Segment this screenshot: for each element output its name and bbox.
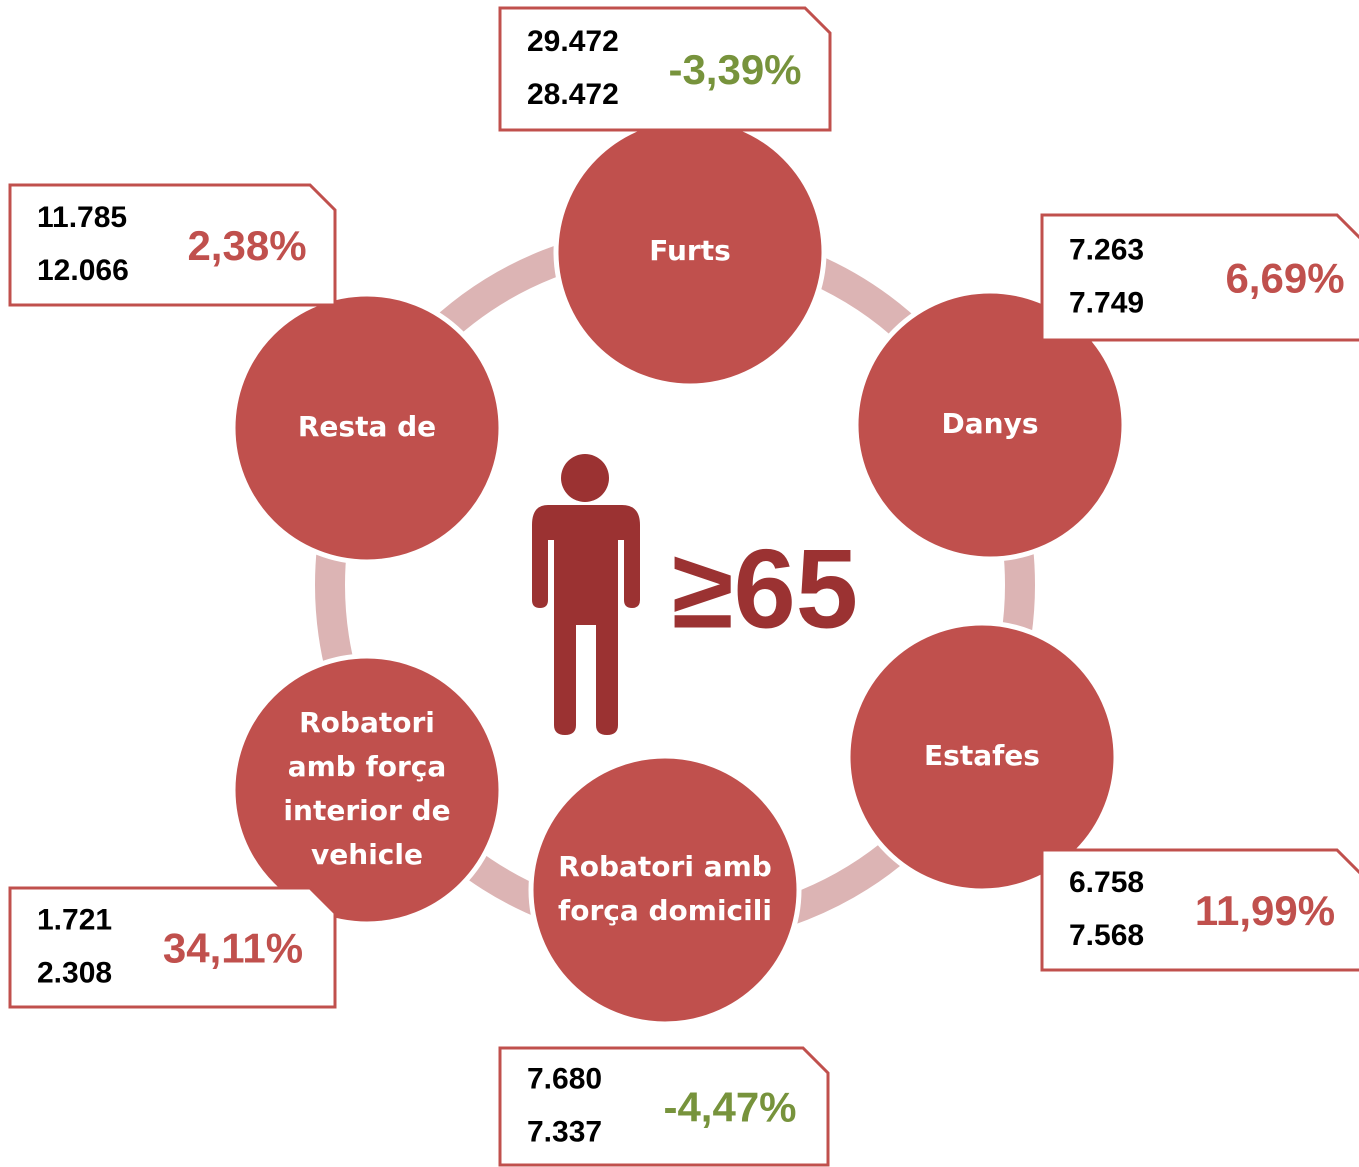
node-label: Estafes bbox=[924, 739, 1040, 772]
value: 7.337 bbox=[527, 1115, 602, 1148]
node-circle bbox=[853, 288, 1127, 562]
change: -4,47% bbox=[663, 1084, 796, 1131]
change: 2,38% bbox=[187, 222, 306, 269]
node-circle bbox=[528, 753, 802, 1027]
value: 7.749 bbox=[1069, 286, 1144, 319]
value-box bbox=[1040, 848, 1359, 972]
node-circle bbox=[845, 620, 1119, 894]
change: -3,39% bbox=[668, 46, 801, 93]
node-circle bbox=[230, 653, 504, 927]
value-box bbox=[1040, 213, 1359, 342]
value: 11.785 bbox=[37, 201, 127, 234]
node-label: amb força bbox=[288, 750, 447, 783]
value: 29.472 bbox=[527, 25, 619, 58]
node-label: vehicle bbox=[311, 838, 423, 871]
value-box bbox=[8, 183, 337, 307]
node-label: interior de bbox=[283, 794, 450, 827]
node-label: Furts bbox=[649, 234, 731, 267]
node-circle bbox=[230, 291, 504, 565]
change: 11,99% bbox=[1195, 887, 1335, 934]
value: 2.308 bbox=[37, 956, 112, 989]
value: 7.263 bbox=[1069, 233, 1144, 266]
value-box bbox=[8, 886, 337, 1009]
node-label: Resta de bbox=[298, 410, 436, 443]
value: 7.680 bbox=[527, 1062, 602, 1095]
center-label: ≥65 bbox=[672, 527, 858, 652]
node-label: Danys bbox=[942, 407, 1039, 440]
value: 6.758 bbox=[1069, 866, 1144, 899]
value: 12.066 bbox=[37, 254, 129, 287]
person-icon bbox=[532, 454, 640, 735]
node-label: Robatori amb bbox=[558, 850, 772, 883]
value-box bbox=[498, 1046, 830, 1167]
value: 1.721 bbox=[37, 903, 112, 936]
value: 7.568 bbox=[1069, 919, 1144, 952]
value-box bbox=[498, 6, 832, 132]
nodes: Furts 29.472 28.472 -3,39% Danys 7.263 7.749 6,… bbox=[8, 6, 1359, 1167]
change: 6,69% bbox=[1225, 255, 1344, 302]
node-label: força domicili bbox=[558, 894, 772, 927]
value: 28.472 bbox=[527, 78, 619, 111]
change: 34,11% bbox=[163, 925, 303, 972]
node-label: Robatori bbox=[299, 706, 435, 739]
